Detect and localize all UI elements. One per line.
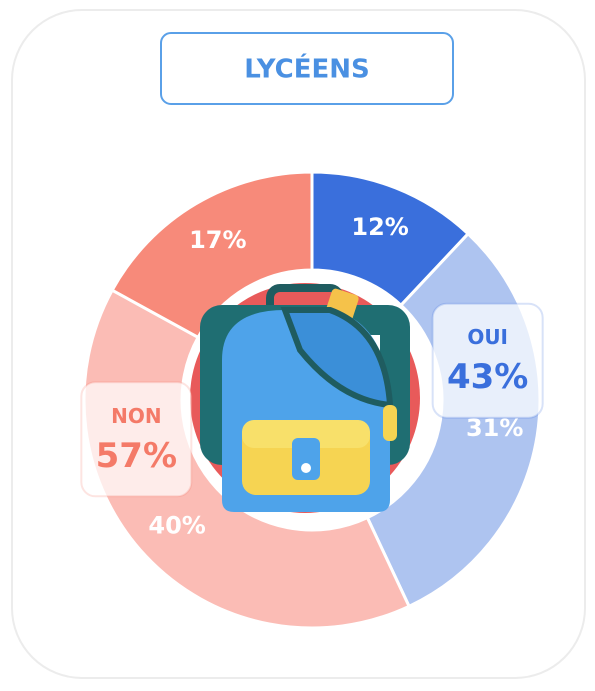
slice-label: 17% xyxy=(189,226,246,254)
group-value: 43% xyxy=(447,357,528,397)
backpack-icon xyxy=(190,283,420,513)
page: {"chart_data": {"type": "donut", "title"… xyxy=(0,0,595,687)
slice-label: 40% xyxy=(148,512,205,540)
group-value: 57% xyxy=(96,436,177,476)
slice-label: 12% xyxy=(351,213,408,241)
group-name: NON xyxy=(111,404,161,428)
group-name: OUI xyxy=(467,325,508,349)
chart: LYCÉENS 12%31%40%17%OUI43%NON57% xyxy=(0,0,595,687)
chart-title: LYCÉENS xyxy=(244,53,370,85)
